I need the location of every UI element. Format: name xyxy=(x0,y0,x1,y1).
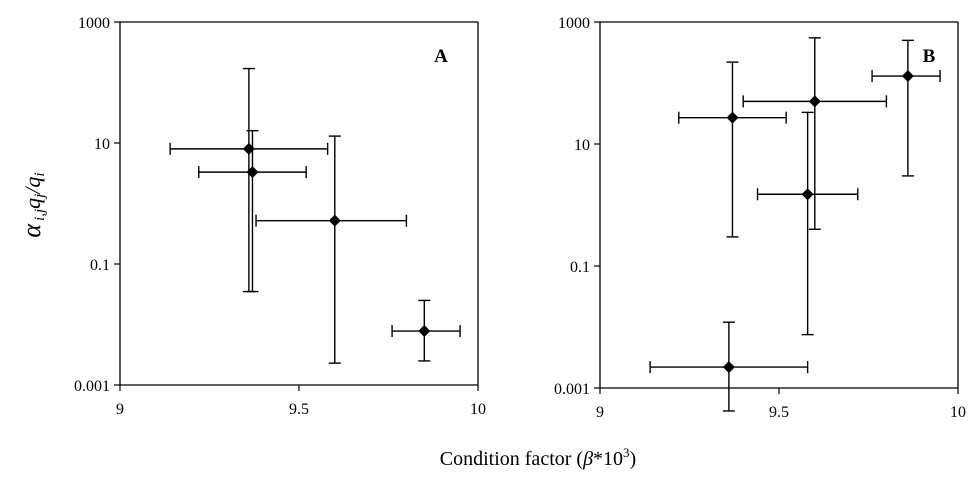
panel-b-x-tick-label: 10 xyxy=(950,404,966,421)
panel-b-ticks: 9 9.5 10 0.001 0.1 10 1000 xyxy=(554,15,966,421)
y-axis-label: α i,jqj/qi xyxy=(17,172,48,237)
panel-b-y-tick-label: 1000 xyxy=(558,15,590,32)
y-axis-label-sub3: i xyxy=(32,172,48,176)
panel-a-y-tick-label: 1000 xyxy=(78,15,110,32)
panel-a-x-tick-label: 9.5 xyxy=(289,401,309,418)
panel-b-y-tick-label: 0.1 xyxy=(570,259,590,276)
panel-a-data-point-3 xyxy=(255,135,408,364)
y-axis-label-slash: /q xyxy=(20,177,45,196)
panel-b: B 9 9.5 10 0.001 0.1 10 1000 xyxy=(554,15,966,421)
diamond-marker xyxy=(246,166,259,179)
panel-a-ticks: 9 9.5 10 0.001 0.1 10 1000 xyxy=(74,15,486,418)
panel-a-data-point-1 xyxy=(169,67,329,293)
diamond-marker xyxy=(801,188,814,201)
y-axis-label-sub2: j xyxy=(32,194,48,200)
x-axis-label-text: Condition factor ( xyxy=(440,448,584,470)
panel-b-label: B xyxy=(923,46,936,67)
diamond-marker xyxy=(808,95,821,108)
diamond-marker xyxy=(901,70,914,83)
panel-a: A 9 9.5 10 0.001 0.1 10 1000 xyxy=(74,15,486,418)
panel-a-x-tick-label: 10 xyxy=(470,401,486,418)
panel-a-y-tick-label: 0.1 xyxy=(90,257,110,274)
panel-a-data-point-4 xyxy=(391,299,461,362)
panel-b-y-tick-label: 0.001 xyxy=(554,381,590,398)
panel-a-points xyxy=(169,67,461,364)
diamond-marker xyxy=(418,325,431,338)
panel-a-label: A xyxy=(434,46,448,67)
panel-b-data-point-4 xyxy=(742,37,888,230)
panel-b-x-tick-label: 9 xyxy=(596,404,604,421)
panel-b-data-point-3 xyxy=(756,111,859,336)
panel-b-data-point-2 xyxy=(678,61,787,238)
x-axis-label: Condition factor (β*103) xyxy=(440,445,636,470)
x-axis-label-beta: β xyxy=(582,448,593,470)
x-axis-label-mid: *10 xyxy=(593,448,623,470)
panel-a-data-point-2 xyxy=(198,129,307,293)
y-axis-label-sub1: i,j xyxy=(32,209,48,221)
panel-b-points xyxy=(649,37,941,412)
panel-b-x-tick-label: 9.5 xyxy=(769,404,789,421)
diamond-marker xyxy=(722,361,735,374)
y-axis-label-q: q xyxy=(20,198,45,209)
x-axis-label-end: ) xyxy=(630,448,637,470)
panel-a-x-tick-label: 9 xyxy=(116,401,124,418)
panel-b-y-tick-label: 10 xyxy=(574,137,590,154)
panel-b-data-point-1 xyxy=(649,321,809,412)
diamond-marker xyxy=(726,111,739,124)
panel-a-y-tick-label: 10 xyxy=(94,136,110,153)
y-axis-label-alpha: α xyxy=(17,223,46,238)
panel-a-y-tick-label: 0.001 xyxy=(74,378,110,395)
diamond-marker xyxy=(328,214,341,227)
panel-b-data-point-5 xyxy=(871,39,941,177)
x-axis-label-sup: 3 xyxy=(623,445,630,460)
